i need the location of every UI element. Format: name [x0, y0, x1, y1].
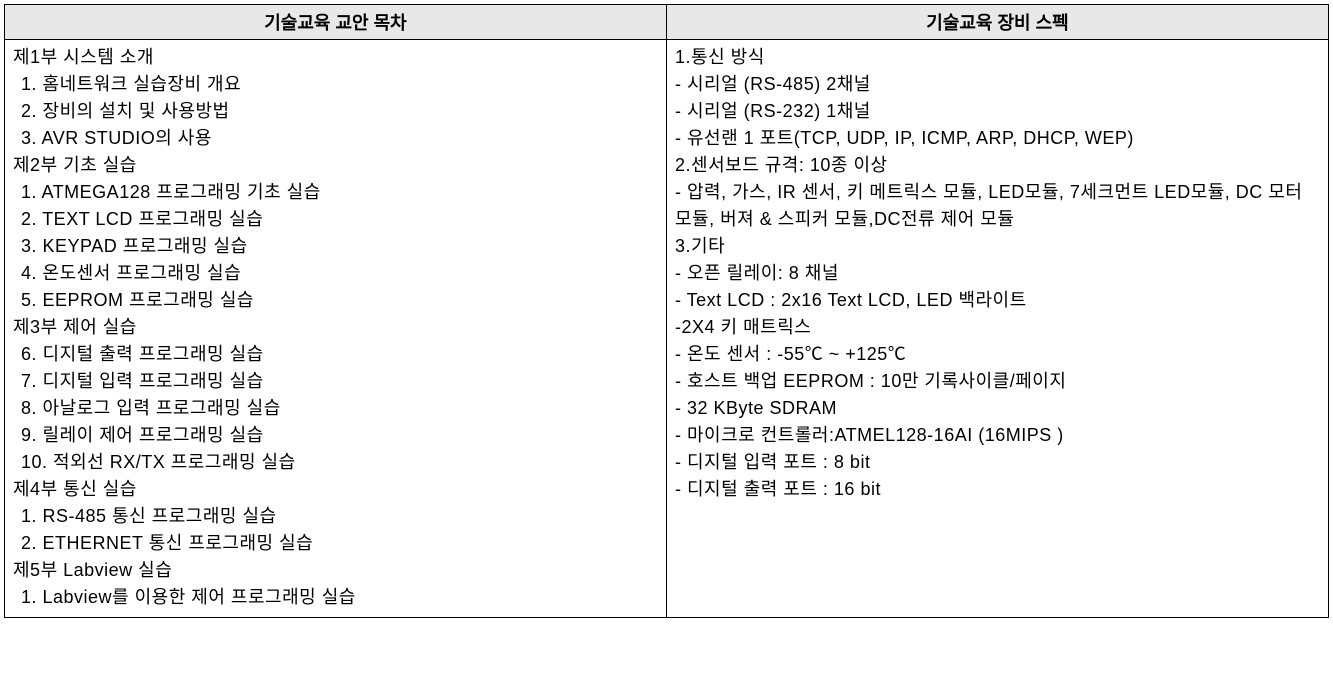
curriculum-item: 3. KEYPAD 프로그래밍 실습 [13, 233, 658, 260]
curriculum-item: 6. 디지털 출력 프로그래밍 실습 [13, 341, 658, 368]
curriculum-part-title: 제4부 통신 실습 [13, 476, 658, 503]
curriculum-item: 4. 온도센서 프로그래밍 실습 [13, 260, 658, 287]
curriculum-item: 1. RS-485 통신 프로그래밍 실습 [13, 503, 658, 530]
cell-left-curriculum: 제1부 시스템 소개1. 홈네트워크 실습장비 개요2. 장비의 설치 및 사용… [5, 40, 667, 618]
spec-item: - 마이크로 컨트롤러:ATMEL128-16AI (16MIPS ) [675, 422, 1320, 449]
spec-section-title: 3.기타 [675, 233, 1320, 260]
curriculum-item: 7. 디지털 입력 프로그래밍 실습 [13, 368, 658, 395]
spec-item: - 32 KByte SDRAM [675, 395, 1320, 422]
curriculum-item: 10. 적외선 RX/TX 프로그래밍 실습 [13, 449, 658, 476]
curriculum-item: 5. EEPROM 프로그래밍 실습 [13, 287, 658, 314]
spec-item: - 시리얼 (RS-485) 2채널 [675, 71, 1320, 98]
header-right: 기술교육 장비 스펙 [667, 5, 1329, 40]
spec-item: - 온도 센서 : -55℃ ~ +125℃ [675, 341, 1320, 368]
curriculum-item: 2. ETHERNET 통신 프로그래밍 실습 [13, 530, 658, 557]
spec-item: - 시리얼 (RS-232) 1채널 [675, 98, 1320, 125]
curriculum-part-title: 제2부 기초 실습 [13, 152, 658, 179]
table-body-row: 제1부 시스템 소개1. 홈네트워크 실습장비 개요2. 장비의 설치 및 사용… [5, 40, 1329, 618]
cell-right-spec: 1.통신 방식- 시리얼 (RS-485) 2채널- 시리얼 (RS-232) … [667, 40, 1329, 618]
spec-table: 기술교육 교안 목차 기술교육 장비 스펙 제1부 시스템 소개1. 홈네트워크… [4, 4, 1329, 618]
spec-item: - 디지털 입력 포트 : 8 bit [675, 449, 1320, 476]
curriculum-item: 1. 홈네트워크 실습장비 개요 [13, 71, 658, 98]
spec-section-title: 1.통신 방식 [675, 44, 1320, 71]
curriculum-item: 1. ATMEGA128 프로그래밍 기초 실습 [13, 179, 658, 206]
curriculum-item: 2. 장비의 설치 및 사용방법 [13, 98, 658, 125]
spec-item: - Text LCD : 2x16 Text LCD, LED 백라이트 [675, 287, 1320, 314]
curriculum-item: 3. AVR STUDIO의 사용 [13, 125, 658, 152]
curriculum-part-title: 제1부 시스템 소개 [13, 44, 658, 71]
curriculum-item: 8. 아날로그 입력 프로그래밍 실습 [13, 395, 658, 422]
spec-section-title: 2.센서보드 규격: 10종 이상 [675, 152, 1320, 179]
spec-item: - 유선랜 1 포트(TCP, UDP, IP, ICMP, ARP, DHCP… [675, 125, 1320, 152]
spec-item: - 디지털 출력 포트 : 16 bit [675, 476, 1320, 503]
spec-item: - 압력, 가스, IR 센서, 키 메트릭스 모듈, LED모듈, 7세크먼트… [675, 179, 1320, 233]
spec-item: -2X4 키 매트릭스 [675, 314, 1320, 341]
spec-item: - 오픈 릴레이: 8 채널 [675, 260, 1320, 287]
spec-item: - 호스트 백업 EEPROM : 10만 기록사이클/페이지 [675, 368, 1320, 395]
curriculum-item: 2. TEXT LCD 프로그래밍 실습 [13, 206, 658, 233]
curriculum-part-title: 제3부 제어 실습 [13, 314, 658, 341]
curriculum-item: 9. 릴레이 제어 프로그래밍 실습 [13, 422, 658, 449]
curriculum-part-title: 제5부 Labview 실습 [13, 557, 658, 584]
header-left: 기술교육 교안 목차 [5, 5, 667, 40]
table-header-row: 기술교육 교안 목차 기술교육 장비 스펙 [5, 5, 1329, 40]
curriculum-item: 1. Labview를 이용한 제어 프로그래밍 실습 [13, 584, 658, 611]
